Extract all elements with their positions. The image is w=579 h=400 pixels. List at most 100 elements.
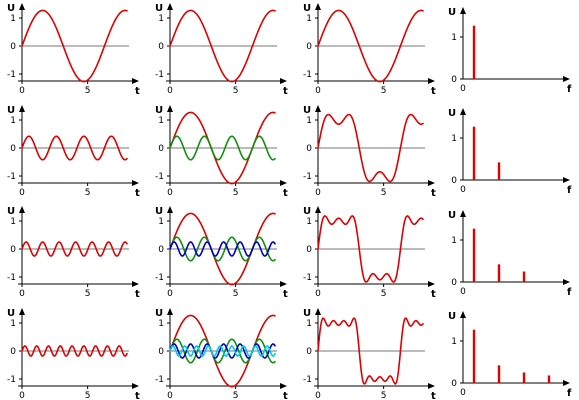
spectrum-u-axis-label: U xyxy=(448,311,456,322)
spectrum-f-axis-arrow xyxy=(563,76,570,82)
component-curve-3 xyxy=(169,338,276,364)
spectrum-f-zero-label: 0 xyxy=(460,185,466,195)
u-tick-label: -1 xyxy=(155,172,164,182)
t-tick-label: 0 xyxy=(315,289,321,299)
t-axis-arrow xyxy=(280,281,287,287)
partial-sum-curve xyxy=(317,215,424,283)
u-tick-label: -1 xyxy=(155,375,164,385)
t-tick-label: 0 xyxy=(167,289,173,299)
u-tick-label: 1 xyxy=(10,116,16,126)
u-tick-label: -1 xyxy=(7,375,16,385)
t-tick-label: 0 xyxy=(19,289,25,299)
t-axis-arrow xyxy=(280,78,287,84)
partial-sum-curve xyxy=(317,317,424,385)
u-axis-label: U xyxy=(7,308,15,319)
u-tick-label: 1 xyxy=(158,319,164,329)
t-tick-label: 5 xyxy=(233,188,239,198)
t-tick-label: 0 xyxy=(315,86,321,96)
u-tick-label: -1 xyxy=(7,70,16,80)
t-axis-label: t xyxy=(135,289,140,300)
u-axis-label: U xyxy=(303,206,311,217)
component-curve-5 xyxy=(169,241,276,257)
spectrum-u-axis-label: U xyxy=(448,7,456,18)
u-tick-label: 1 xyxy=(306,14,312,24)
spectrum-f-axis-label: f xyxy=(567,185,572,196)
spectrum-u-axis-arrow xyxy=(460,108,466,115)
u-tick-label: 0 xyxy=(10,42,16,52)
t-tick-label: 5 xyxy=(233,289,239,299)
u-axis-arrow xyxy=(167,105,173,112)
u-tick-label: 1 xyxy=(10,217,16,227)
spectrum-u-axis-arrow xyxy=(460,7,466,14)
component-curve-1 xyxy=(169,9,276,83)
u-axis-arrow xyxy=(315,206,321,213)
t-axis-label: t xyxy=(135,188,140,199)
spectrum-u-axis-label: U xyxy=(448,210,456,221)
harmonic-curve xyxy=(21,9,128,83)
panel-spectrum: 0 1 0 Uf xyxy=(448,210,572,298)
t-tick-label: 0 xyxy=(19,188,25,198)
u-tick-label: 0 xyxy=(158,245,164,255)
u-tick-label: 1 xyxy=(158,116,164,126)
t-axis-arrow xyxy=(132,383,139,389)
u-tick-label: 1 xyxy=(158,217,164,227)
t-tick-label: 5 xyxy=(381,86,387,96)
u-axis-arrow xyxy=(19,308,25,315)
spectrum-f-zero-label: 0 xyxy=(460,287,466,297)
t-axis-arrow xyxy=(428,383,435,389)
t-tick-label: 0 xyxy=(167,188,173,198)
spectrum-f-axis-arrow xyxy=(563,279,570,285)
component-curve-7 xyxy=(169,345,276,357)
t-tick-label: 0 xyxy=(19,86,25,96)
u-axis-label: U xyxy=(7,206,15,217)
spectrum-f-axis-arrow xyxy=(563,380,570,386)
u-axis-label: U xyxy=(303,308,311,319)
panel-spectrum: 0 1 0 Uf xyxy=(448,7,572,95)
t-axis-label: t xyxy=(431,86,436,97)
spectrum-tick-label: 1 xyxy=(451,33,457,43)
u-tick-label: 0 xyxy=(158,144,164,154)
u-axis-label: U xyxy=(303,3,311,14)
u-tick-label: -1 xyxy=(303,273,312,283)
u-tick-label: 1 xyxy=(306,217,312,227)
u-axis-label: U xyxy=(155,105,163,116)
u-tick-label: 0 xyxy=(306,347,312,357)
spectrum-tick-label: 0 xyxy=(451,379,457,389)
harmonic-curve xyxy=(21,135,128,161)
t-tick-label: 0 xyxy=(19,391,25,400)
t-axis-label: t xyxy=(135,86,140,97)
t-tick-label: 5 xyxy=(85,188,91,198)
u-tick-label: 1 xyxy=(306,319,312,329)
t-axis-arrow xyxy=(428,78,435,84)
u-axis-arrow xyxy=(167,3,173,10)
t-axis-label: t xyxy=(135,391,140,400)
u-axis-arrow xyxy=(315,105,321,112)
t-axis-label: t xyxy=(283,86,288,97)
spectrum-tick-label: 1 xyxy=(451,337,457,347)
u-axis-label: U xyxy=(155,3,163,14)
u-axis-arrow xyxy=(315,3,321,10)
component-curve-1 xyxy=(169,314,276,388)
spectrum-f-zero-label: 0 xyxy=(460,84,466,94)
t-axis-arrow xyxy=(280,180,287,186)
u-axis-label: U xyxy=(155,308,163,319)
u-tick-label: -1 xyxy=(7,273,16,283)
spectrum-tick-label: 0 xyxy=(451,176,457,186)
u-tick-label: 1 xyxy=(10,319,16,329)
u-axis-arrow xyxy=(167,206,173,213)
spectrum-f-axis-arrow xyxy=(563,177,570,183)
t-tick-label: 0 xyxy=(315,391,321,400)
t-tick-label: 5 xyxy=(85,289,91,299)
t-axis-label: t xyxy=(283,188,288,199)
t-tick-label: 5 xyxy=(233,391,239,400)
t-axis-label: t xyxy=(431,391,436,400)
u-axis-label: U xyxy=(155,206,163,217)
u-axis-label: U xyxy=(303,105,311,116)
